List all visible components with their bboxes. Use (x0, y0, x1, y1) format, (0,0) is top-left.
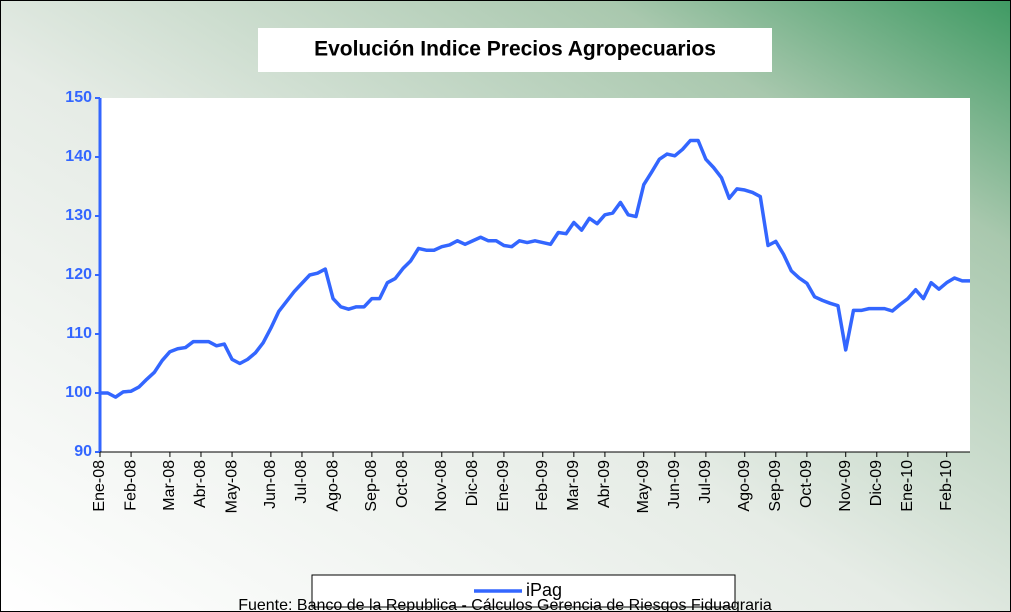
x-tick-label: Dic-08 (464, 460, 481, 506)
y-tick-label: 150 (65, 89, 92, 106)
x-tick-label: Feb-08 (122, 460, 139, 511)
x-tick-label: Oct-08 (394, 460, 411, 508)
x-tick-label: Jun-09 (666, 460, 683, 509)
line-series (100, 138, 970, 399)
x-tick-label: May-09 (635, 460, 652, 513)
x-tick-label: Mar-09 (565, 460, 582, 511)
y-tick-label: 130 (65, 207, 92, 224)
x-tick-label: Ago-09 (736, 460, 753, 512)
x-tick-label: May-08 (223, 460, 240, 513)
x-tick-label: Feb-10 (938, 460, 955, 511)
x-tick-label: Dic-09 (868, 460, 885, 506)
x-tick-label: Sep-09 (767, 460, 784, 512)
x-tick-label: Oct-09 (798, 460, 815, 508)
x-tick-label: Feb-09 (534, 460, 551, 511)
title-box (258, 28, 772, 72)
x-tick-label: Abr-08 (192, 460, 209, 508)
source-note: Fuente: Banco de la Republica - Cálculos… (238, 597, 772, 612)
x-tick-label: Sep-08 (363, 460, 380, 512)
legend-label: iPag (526, 580, 562, 600)
x-tick-label: Ene-10 (899, 460, 916, 512)
chart-title: Evolución Indice Precios Agropecuarios (314, 38, 716, 61)
legend-box (311, 574, 736, 608)
x-tick-label: Abr-09 (596, 460, 613, 508)
y-tick-label: 120 (65, 266, 92, 283)
y-tick-label: 140 (65, 148, 92, 165)
x-tick-label: Nov-08 (433, 460, 450, 512)
y-tick-label: 100 (65, 384, 92, 401)
x-tick-label: Jun-08 (262, 460, 279, 509)
x-tick-label: Mar-08 (161, 460, 178, 511)
x-tick-label: Ene-09 (495, 460, 512, 512)
x-tick-label: Jul-08 (293, 460, 310, 504)
x-tick-label: Ago-08 (324, 460, 341, 512)
x-tick-label: Jul-09 (697, 460, 714, 504)
y-tick-label: 90 (74, 443, 92, 460)
x-tick-label: Nov-09 (837, 460, 854, 512)
x-tick-label: Ene-08 (91, 460, 108, 512)
y-tick-label: 110 (66, 325, 92, 342)
plot-area (100, 98, 970, 452)
